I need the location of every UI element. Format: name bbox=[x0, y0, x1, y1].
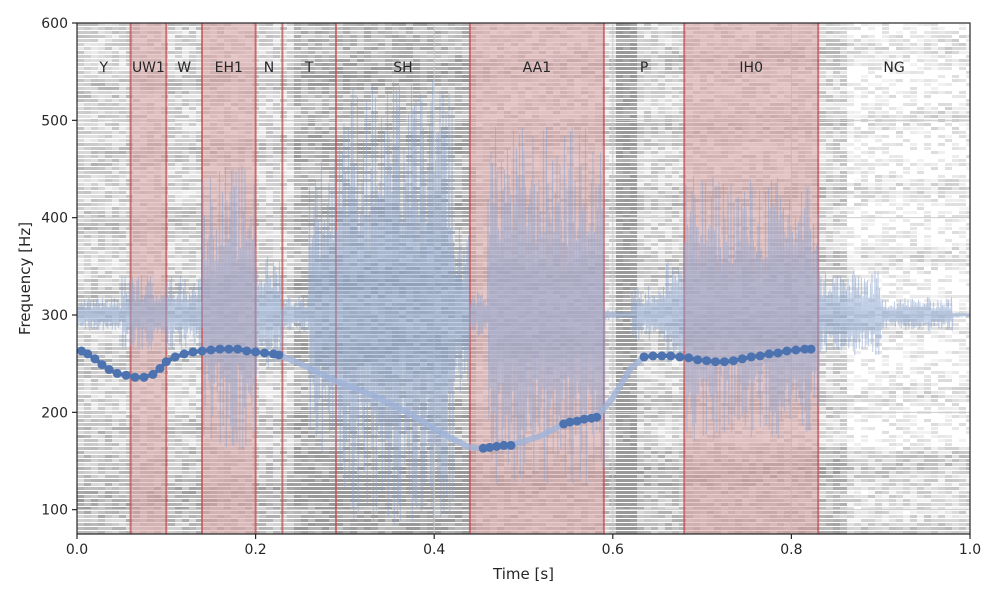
pitch-point bbox=[112, 368, 122, 378]
x-tick-label: 0.2 bbox=[244, 542, 266, 558]
pitch-point bbox=[215, 344, 225, 354]
phoneme-label-uw1: UW1 bbox=[132, 60, 165, 76]
pitch-point bbox=[572, 416, 582, 426]
x-tick-label: 0.0 bbox=[66, 542, 88, 558]
pitch-point bbox=[148, 369, 158, 379]
pitch-point bbox=[188, 347, 198, 357]
waveform bbox=[77, 80, 970, 526]
y-tick-label: 400 bbox=[41, 211, 68, 227]
pitch-point bbox=[782, 346, 792, 356]
pitch-point bbox=[274, 350, 284, 360]
pitch-point bbox=[492, 441, 502, 451]
pitch-point bbox=[693, 355, 703, 365]
pitch-point bbox=[592, 412, 602, 422]
pitch-point bbox=[764, 349, 774, 359]
phoneme-label-ih0: IH0 bbox=[739, 60, 763, 76]
pitch-point bbox=[579, 414, 589, 424]
pitch-point bbox=[684, 353, 694, 363]
pitch-point bbox=[675, 352, 685, 362]
pitch-point bbox=[83, 349, 93, 359]
pitch-point bbox=[746, 352, 756, 362]
pitch-point bbox=[251, 347, 261, 357]
phoneme-label-t: T bbox=[304, 60, 314, 76]
pitch-point bbox=[499, 440, 509, 450]
pitch-point bbox=[104, 365, 114, 374]
pitch-point bbox=[791, 345, 801, 355]
pitch-point bbox=[155, 364, 165, 373]
pitch-point bbox=[130, 372, 140, 382]
pitch-point bbox=[121, 370, 131, 380]
phoneme-labels: Y UW1 W EH1 N T SH AA1 P IH0 NG bbox=[99, 60, 905, 76]
y-tick-label: 600 bbox=[41, 16, 68, 32]
phoneme-label-w: W bbox=[177, 60, 191, 76]
pitch-point bbox=[242, 346, 252, 356]
pitch-point bbox=[170, 352, 180, 362]
phoneme-label-y: Y bbox=[99, 60, 109, 76]
y-tick-label: 300 bbox=[41, 308, 68, 324]
pitch-point bbox=[800, 344, 810, 354]
phoneme-label-eh1: EH1 bbox=[215, 60, 243, 76]
phoneme-label-sh: SH bbox=[393, 60, 412, 76]
pitch-point bbox=[139, 372, 149, 382]
pitch-point bbox=[728, 356, 738, 366]
pitch-point bbox=[657, 351, 667, 361]
x-tick-label: 1.0 bbox=[959, 542, 981, 558]
pitch-point bbox=[485, 442, 495, 452]
plot-frame bbox=[76, 22, 971, 535]
x-tick-label: 0.6 bbox=[602, 542, 624, 558]
pitch-point bbox=[206, 345, 216, 355]
pitch-point bbox=[506, 440, 516, 450]
phoneme-region-uw1 bbox=[130, 23, 167, 534]
pitch-point bbox=[773, 348, 783, 358]
pitch-point bbox=[565, 417, 575, 427]
x-axis-title: Time [s] bbox=[492, 565, 554, 583]
pitch-point bbox=[806, 344, 816, 354]
pitch-point bbox=[97, 360, 107, 370]
phoneme-label-ng: NG bbox=[883, 60, 904, 76]
y-tick-label: 100 bbox=[41, 503, 68, 519]
y-tick-label: 200 bbox=[41, 405, 68, 421]
pitch-point bbox=[666, 351, 676, 361]
pitch-interpolated-line bbox=[275, 351, 648, 452]
y-axis-title: Frequency [Hz] bbox=[16, 222, 34, 335]
y-tick-label: 500 bbox=[41, 113, 68, 129]
phoneme-label-aa1: AA1 bbox=[523, 60, 551, 76]
x-axis-ticks: 0.0 0.2 0.4 0.6 0.8 1.0 bbox=[66, 534, 981, 558]
pitch-point bbox=[260, 348, 269, 358]
pitch-point bbox=[197, 346, 207, 356]
pitch-point bbox=[702, 356, 712, 366]
pitch-point bbox=[224, 344, 234, 354]
pitch-contour bbox=[77, 344, 816, 453]
pitch-point bbox=[711, 357, 720, 367]
y-axis-ticks: 100 200 300 400 500 600 bbox=[41, 16, 77, 519]
pitch-point bbox=[90, 354, 100, 364]
phoneme-label-p: P bbox=[640, 60, 648, 76]
pitch-point bbox=[737, 354, 747, 364]
pitch-point bbox=[719, 357, 729, 367]
phoneme-label-n: N bbox=[264, 60, 274, 76]
pitch-point bbox=[179, 349, 189, 359]
waveform-trace bbox=[77, 80, 970, 526]
pitch-point bbox=[233, 344, 243, 354]
pitch-point bbox=[639, 352, 649, 362]
pitch-point bbox=[161, 357, 171, 367]
pitch-point bbox=[755, 351, 765, 361]
x-tick-label: 0.8 bbox=[780, 542, 802, 558]
x-tick-label: 0.4 bbox=[423, 542, 445, 558]
pitch-point bbox=[648, 351, 658, 361]
